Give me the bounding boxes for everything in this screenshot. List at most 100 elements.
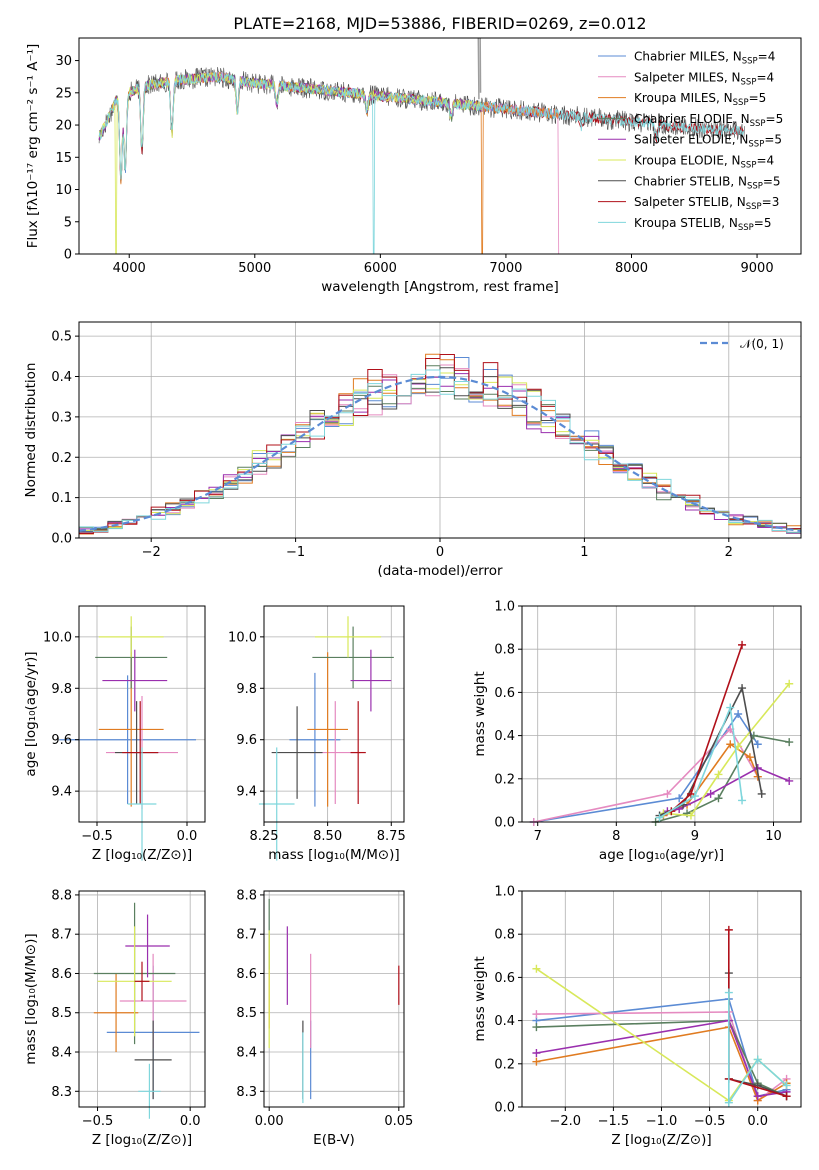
y-tick-label: 8.3 (236, 1085, 257, 1100)
weight-marker (690, 792, 699, 801)
y-tick-label: 8.4 (51, 1046, 72, 1061)
errorbar-point-kroupa-miles (93, 973, 139, 1053)
y-tick-label: 0.6 (494, 971, 515, 986)
legend-entry: Kroupa STELIB, NSSP=5 (634, 216, 772, 233)
spectrum-line-kroupa-elodie (98, 72, 483, 254)
weight-marker (738, 796, 747, 805)
x-tick-label: 8.25 (250, 829, 279, 844)
legend-label: Salpeter MILES, N (634, 70, 741, 84)
weight-marker (663, 789, 672, 798)
y-tick-label: 9.8 (236, 682, 257, 697)
weight-marker (675, 794, 684, 803)
x-tick-label: 1 (580, 545, 588, 560)
x-tick-label: 9000 (741, 261, 774, 276)
legend-label: Salpeter STELIB, N (634, 195, 746, 209)
errorbar-point-salpeter-stelib (134, 961, 150, 1001)
x-axis-label: age [log₁₀(age/yr)] (599, 847, 724, 863)
y-tick-label: 0.4 (51, 370, 72, 385)
y-axis-label: mass weight (472, 956, 488, 1041)
y-tick-label: 10.0 (228, 630, 257, 645)
mass-vs-ebv-panel: 0.00 0.05 8.3 8.4 8.5 8.6 8.7 8.8 E(B-V) (236, 888, 413, 1148)
legend-suffix: =5 (749, 91, 767, 105)
spectrum-line-chabrier-stelib (98, 67, 745, 184)
y-tick-label: 8.4 (236, 1046, 257, 1061)
weight-marker (753, 1092, 762, 1101)
x-tick-label: −2.0 (550, 1114, 582, 1129)
legend-label: Kroupa MILES, N (634, 91, 733, 105)
legend-label: Chabrier STELIB, N (634, 174, 747, 188)
y-axis-label: Flux [fλ10⁻¹⁷ erg cm⁻² s⁻¹ A⁻¹] (25, 44, 41, 249)
x-tick-label: −1.0 (646, 1114, 678, 1129)
weight-series-kroupa-stelib (655, 703, 747, 822)
x-tick-label: −2 (142, 545, 161, 560)
weight-line (659, 704, 743, 819)
y-tick-label: 0.8 (494, 643, 515, 658)
plot-area (93, 902, 200, 1119)
weight-series-chabrier-miles (529, 710, 762, 826)
figure-title: PLATE=2168, MJD=53886, FIBERID=0269, z=0… (233, 14, 646, 33)
y-tick-label: 20 (55, 119, 72, 134)
legend-subscript: SSP (747, 181, 763, 191)
y-tick-label: 30 (55, 54, 72, 69)
weight-line (670, 644, 743, 812)
weight-marker (532, 1057, 541, 1066)
x-tick-label: 4000 (113, 261, 146, 276)
y-tick-label: 8.6 (51, 967, 72, 982)
legend-entry: Chabrier STELIB, NSSP=5 (634, 174, 781, 191)
x-axis-label: Z [log₁₀(Z/Z⊙)] (611, 1132, 711, 1148)
weight-series-chabrier-elodie (651, 731, 794, 826)
mass-vs-metallicity-panel: −0.5 0.0 8.3 8.4 8.5 8.6 8.7 8.8 Z [log₁₀(Z/Z⊙)]… (23, 888, 206, 1148)
errorbar-point-salpeter-elodie (125, 914, 170, 978)
y-tick-label: 9.4 (51, 785, 72, 800)
errorbar-point-salpeter-elodie (102, 649, 168, 712)
spectrum-spike (477, 38, 482, 100)
weight-marker (714, 770, 723, 779)
spectrum-panel: 4000 5000 6000 7000 8000 9000 0 5 10 15 20 25 30 wave… (25, 37, 802, 295)
legend-suffix: =5 (763, 174, 781, 188)
histogram-step-kroupa-stelib (79, 369, 801, 533)
weight-line (533, 727, 759, 823)
y-tick-label: 9.6 (236, 733, 257, 748)
y-tick-label: 8.8 (51, 888, 72, 903)
plot-area (529, 640, 794, 826)
age-vs-mass-panel: 8.25 8.50 8.75 9.4 9.6 9.8 10.0 mass [log₁₀(M/M… (228, 605, 406, 863)
legend-suffix: =5 (754, 216, 772, 230)
weight-line (728, 992, 788, 1106)
x-tick-label: 10 (765, 829, 782, 844)
y-tick-label: 15 (55, 151, 72, 166)
x-tick-label: 5000 (238, 261, 271, 276)
y-tick-label: 0.5 (51, 330, 72, 345)
y-tick-label: 10 (55, 183, 72, 198)
errorbar-point-chabrier-stelib (134, 1020, 172, 1100)
legend-suffix: =5 (766, 112, 784, 126)
x-tick-label: −0.5 (81, 829, 113, 844)
spectrum-line-salpeter-miles (98, 72, 560, 254)
y-tick-label: 8.6 (236, 967, 257, 982)
legend-entry: Chabrier MILES, NSSP=4 (634, 50, 775, 67)
weight-marker (745, 753, 754, 762)
legend-label: Salpeter ELODIE, N (634, 133, 748, 147)
y-tick-label: 0.3 (51, 410, 72, 425)
weight-marker (655, 813, 664, 822)
axes-frame (78, 37, 802, 255)
weight-marker (532, 1010, 541, 1019)
y-tick-label: 0.0 (51, 532, 72, 547)
legend-entry: Salpeter STELIB, NSSP=3 (634, 195, 779, 212)
legend-subscript: SSP (748, 140, 764, 150)
y-tick-label: 0.2 (494, 1057, 515, 1072)
plot-area (59, 616, 196, 861)
errorbar-point-chabrier-stelib (271, 706, 323, 799)
errorbar-point-kroupa-elodie (98, 616, 164, 658)
legend-entry: Kroupa MILES, NSSP=5 (634, 91, 766, 108)
y-tick-label: 8.7 (51, 928, 72, 943)
errorbar-point-kroupa-stelib (127, 747, 157, 861)
normal-legend-label: 𝒩(0, 1) (740, 337, 784, 351)
weight-marker (738, 640, 747, 649)
x-tick-label: 0.0 (747, 1114, 768, 1129)
y-tick-label: 0 (64, 248, 72, 263)
legend-label: Kroupa STELIB, N (634, 216, 738, 230)
x-tick-label: 9 (691, 829, 699, 844)
y-tick-label: 9.6 (51, 733, 72, 748)
histogram-step-salpeter-stelib (79, 354, 801, 534)
